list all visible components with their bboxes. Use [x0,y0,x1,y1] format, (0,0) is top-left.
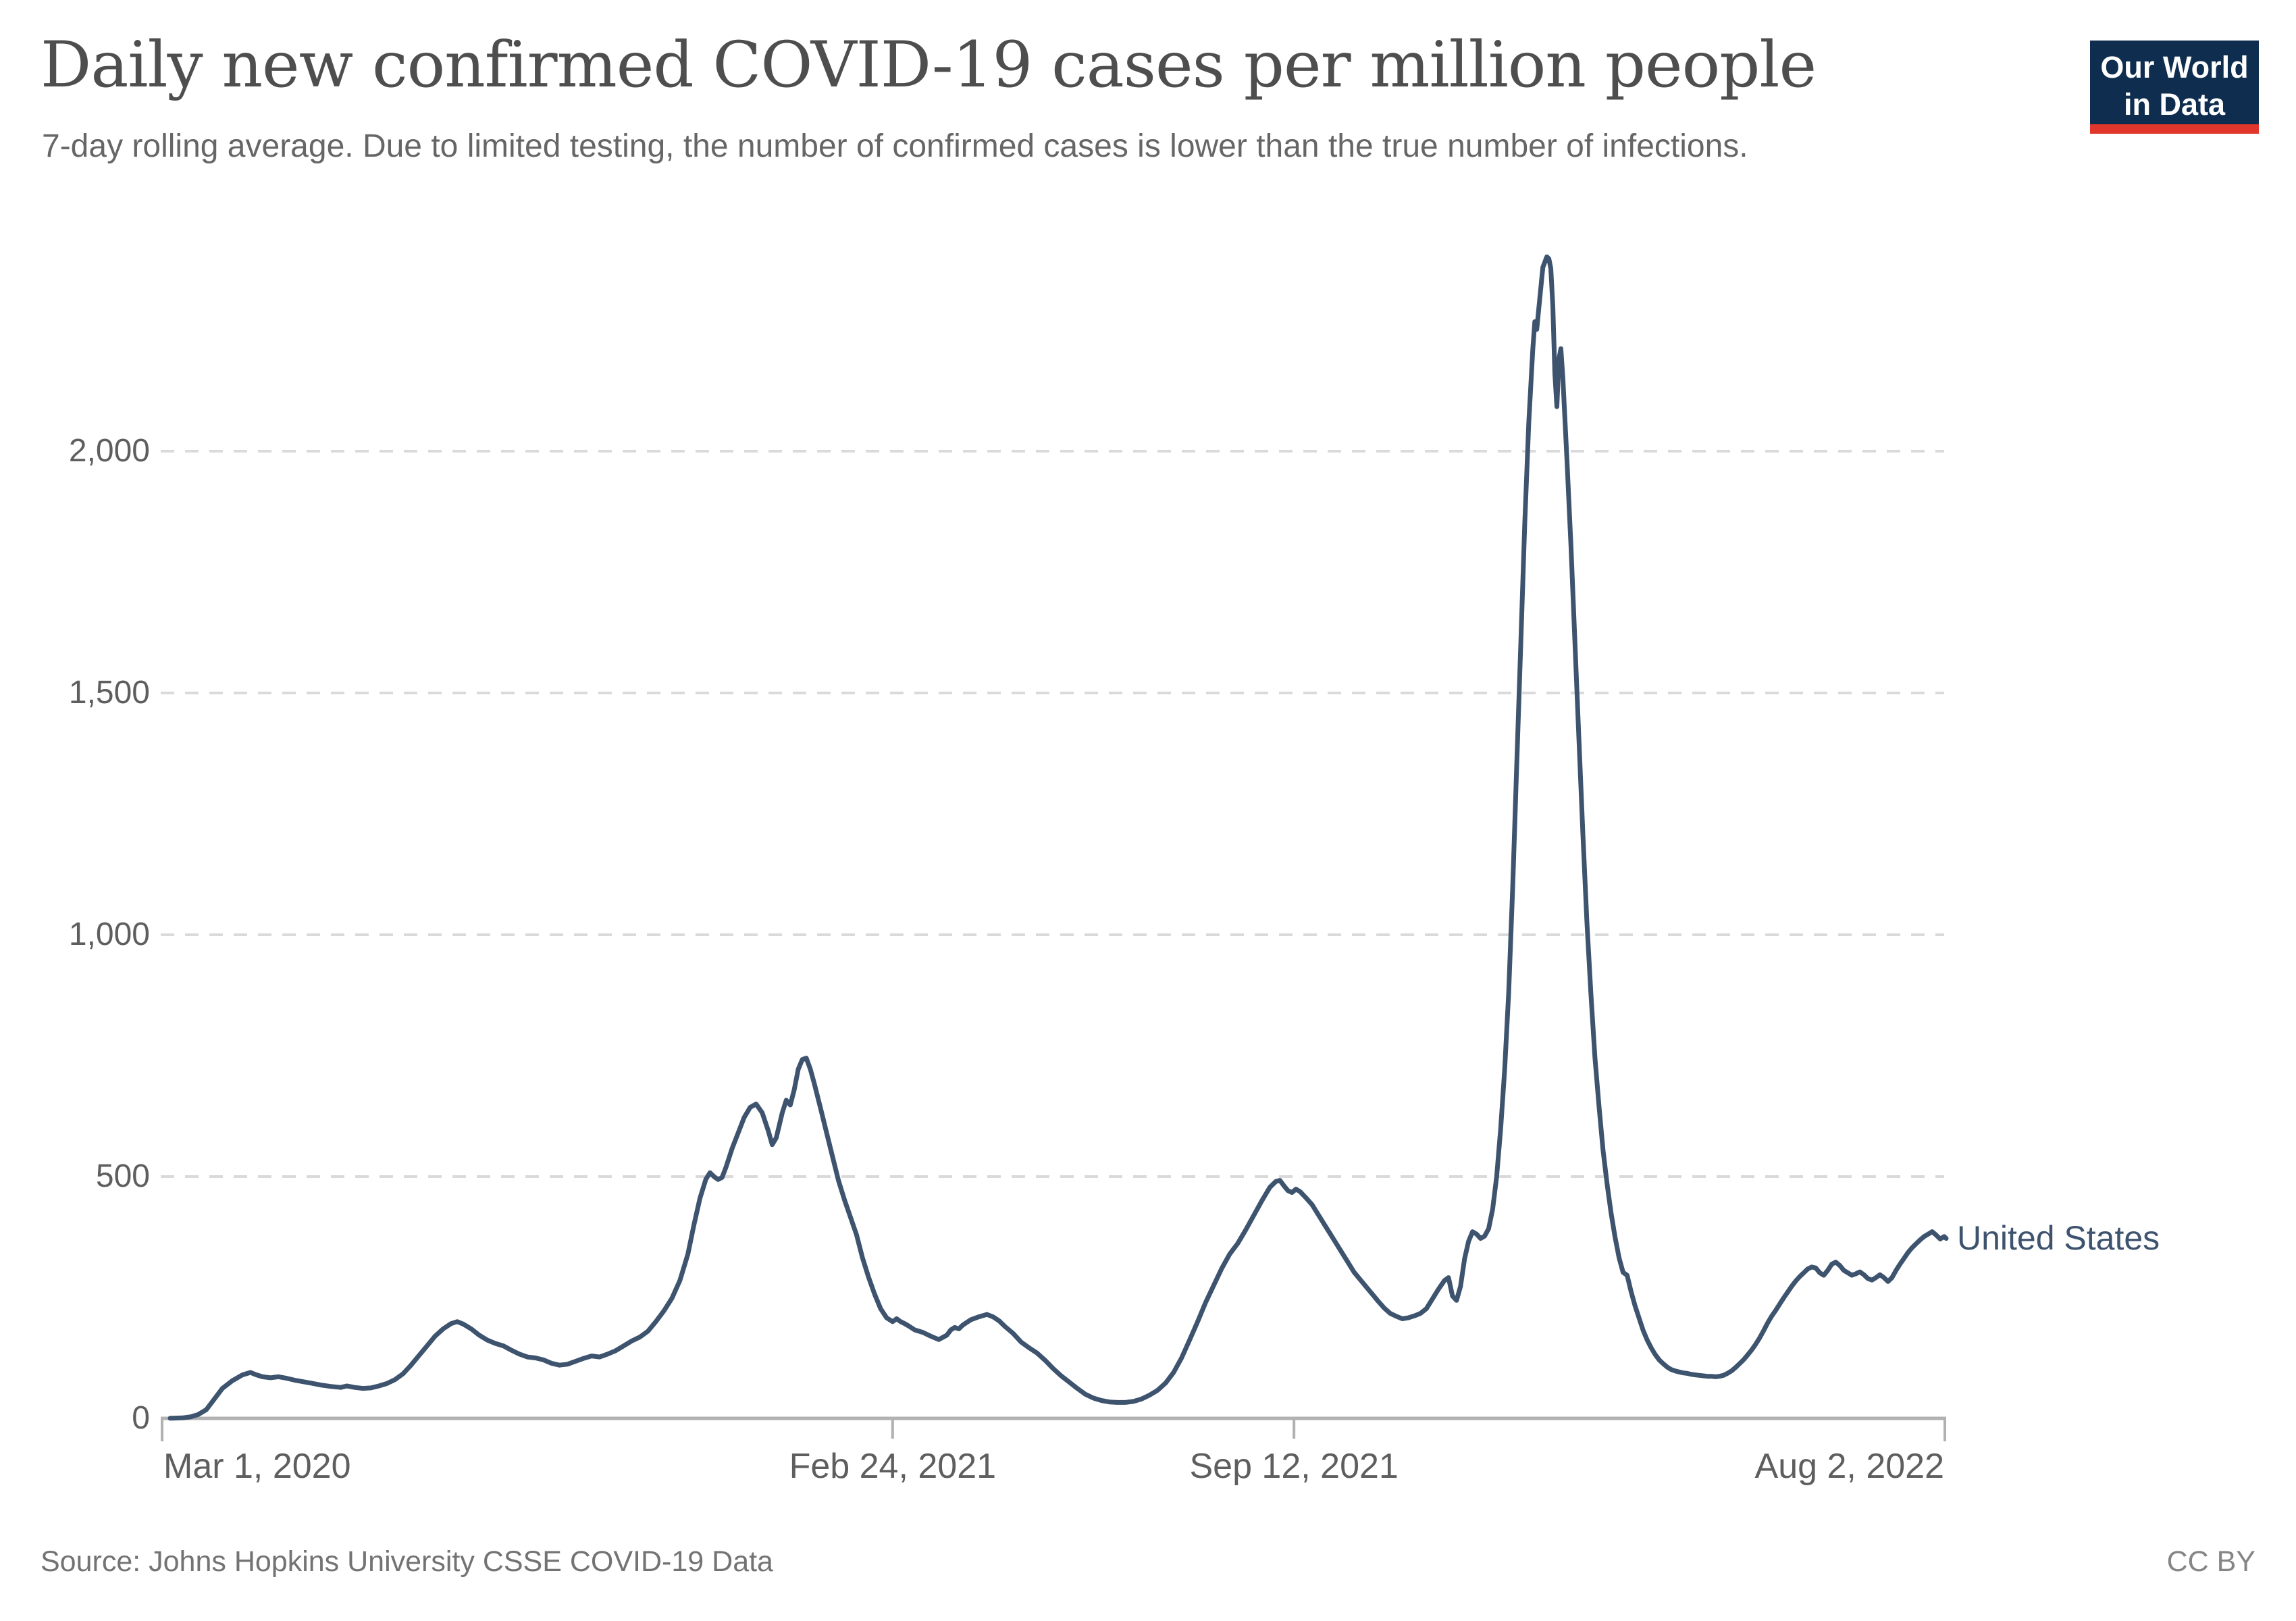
owid-logo-red-bar [2090,124,2259,134]
x-axis-tick-sep-2021: Sep 12, 2021 [1189,1447,1399,1486]
y-axis-tick-1000: 1,000 [68,917,150,952]
x-axis-tick-feb-2021: Feb 24, 2021 [789,1447,997,1486]
y-axis-tick-1500: 1,500 [68,675,150,711]
page-title: Daily new confirmed COVID-19 cases per m… [41,28,1817,102]
owid-logo-text: Our World in Data [2090,49,2259,123]
owid-logo-line2: in Data [2123,87,2226,122]
y-axis-tick-2000: 2,000 [68,433,150,469]
series-label-united-states: United States [1956,1218,2160,1257]
source-attribution: Source: Johns Hopkins University CSSE CO… [41,1545,773,1578]
owid-logo[interactable]: Our World in Data [2090,41,2259,134]
x-axis-tick-mar-2020: Mar 1, 2020 [163,1447,351,1486]
series-line-united-states [167,254,1949,1421]
x-axis-tick-aug-2022: Aug 2, 2022 [1754,1447,1944,1486]
y-axis-tick-500: 500 [95,1158,150,1194]
page-subtitle: 7-day rolling average. Due to limited te… [42,128,1748,164]
y-axis-tick-0: 0 [132,1400,150,1436]
license-link[interactable]: CC BY [2166,1545,2255,1578]
owid-logo-line1: Our World [2100,50,2249,84]
